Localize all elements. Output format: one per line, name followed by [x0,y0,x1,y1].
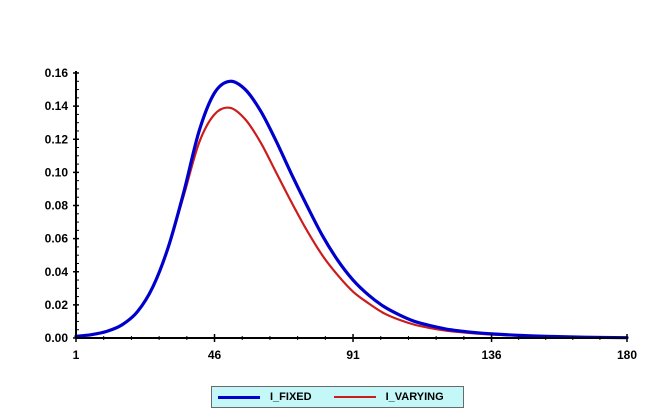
y-tick-label: 0.06 [45,232,69,246]
x-tick-label: 91 [346,348,360,362]
x-tick-label: 136 [482,348,502,362]
x-tick-label: 1 [73,348,80,362]
x-tick-label: 180 [617,348,637,362]
y-tick-label: 0.02 [45,298,69,312]
y-tick-label: 0.08 [45,199,69,213]
y-tick-label: 0.14 [45,99,69,113]
series-line-i-fixed [74,79,629,340]
y-tick-label: 0.12 [45,132,69,146]
series-line-i-varying [74,106,629,339]
legend-item-varying: I_VARYING [333,391,444,403]
y-tick-label: 0.10 [45,165,69,179]
legend-item-fixed: I_FIXED [218,391,312,403]
axes-layer: 0.00 0.02 0.04 0.06 0.08 0.10 0.12 0.14 0.16 1 46 9… [45,66,638,362]
legend: I_FIXED I_VARYING [211,386,464,408]
y-tick-label: 0.16 [45,66,69,80]
legend-swatch-fixed [218,395,260,399]
y-tick-label: 0.04 [45,265,69,279]
legend-swatch-varying [333,396,376,398]
x-tick-label: 46 [208,348,222,362]
legend-label-fixed: I_FIXED [270,391,312,403]
line-chart: 0.00 0.02 0.04 0.06 0.08 0.10 0.12 0.14 0.16 1 46 9… [45,66,638,362]
y-tick-label: 0.00 [45,331,69,345]
series-layer [74,79,629,340]
legend-label-varying: I_VARYING [385,391,444,403]
